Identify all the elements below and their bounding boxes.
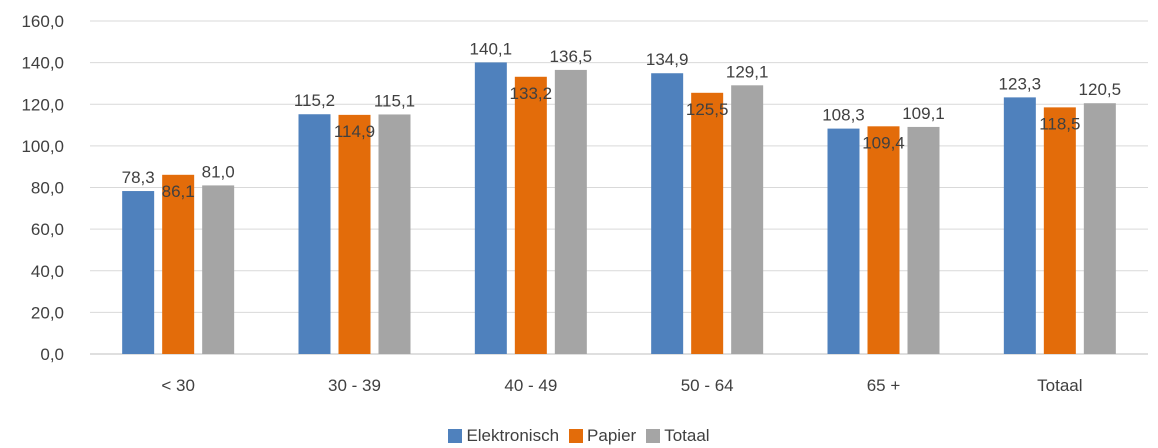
legend-item-totaal: Totaal	[646, 424, 710, 448]
data-label: 115,1	[374, 91, 415, 110]
data-label: 81,0	[202, 162, 235, 181]
data-label: 86,1	[162, 182, 195, 201]
data-label: 114,9	[334, 122, 375, 141]
x-axis: < 30 30 - 39 40 - 49 50 - 64 65 + Totaal	[161, 376, 1082, 395]
data-label: 115,2	[294, 91, 335, 110]
bar-totaal	[554, 69, 587, 355]
data-label: 123,3	[999, 74, 1042, 93]
legend: Elektronisch Papier Totaal	[0, 424, 1158, 448]
x-tick-label: < 30	[161, 376, 195, 395]
legend-swatch	[646, 429, 661, 443]
legend-swatch	[569, 429, 584, 443]
y-tick-label: 100,0	[21, 137, 64, 156]
data-label: 133,2	[510, 84, 553, 103]
data-label: 78,3	[122, 168, 155, 187]
bar-elektronisch	[651, 73, 684, 354]
bar-papier	[1043, 107, 1076, 354]
bar-papier	[338, 114, 371, 354]
y-tick-label: 140,0	[21, 54, 64, 73]
y-tick-label: 160,0	[21, 12, 64, 31]
bar-elektronisch	[474, 62, 507, 355]
data-label: 136,5	[550, 47, 593, 66]
data-label: 129,1	[726, 62, 769, 81]
bar-elektronisch	[827, 128, 860, 354]
legend-swatch	[448, 429, 463, 443]
y-tick-label: 0,0	[40, 345, 64, 364]
bar-papier	[691, 92, 724, 354]
y-tick-label: 40,0	[31, 262, 64, 281]
data-label: 109,4	[862, 133, 905, 152]
bar-elektronisch	[122, 191, 155, 354]
y-tick-label: 60,0	[31, 220, 64, 239]
y-tick-label: 20,0	[31, 303, 64, 322]
x-tick-label: 50 - 64	[681, 376, 734, 395]
x-tick-label: 30 - 39	[328, 376, 381, 395]
bar-elektronisch	[298, 114, 331, 355]
data-label: 120,5	[1079, 80, 1122, 99]
legend-item-papier: Papier	[569, 424, 636, 448]
legend-label: Papier	[587, 426, 637, 445]
y-tick-label: 120,0	[21, 95, 64, 114]
bar-chart: 0,020,040,060,080,0100,0120,0140,0160,0 …	[21, 12, 1148, 395]
bar-papier	[162, 174, 195, 354]
data-label: 134,9	[646, 50, 689, 69]
gridlines	[90, 20, 1148, 355]
data-label: 140,1	[470, 39, 513, 58]
data-label: 118,5	[1039, 114, 1080, 133]
data-label: 109,1	[902, 104, 945, 123]
bar-totaal	[378, 114, 411, 355]
bar-totaal	[1083, 103, 1116, 354]
bar-totaal	[731, 85, 764, 355]
bar-totaal	[907, 126, 940, 354]
x-tick-label: 40 - 49	[504, 376, 557, 395]
legend-item-elektronisch: Elektronisch	[448, 424, 559, 448]
bar-totaal	[202, 185, 235, 354]
data-label: 108,3	[822, 106, 865, 125]
x-tick-label: Totaal	[1037, 376, 1082, 395]
legend-label: Totaal	[664, 426, 710, 445]
y-axis: 0,0 20,0 40,0 60,0 80,0 100,0 120,0 140,0 160,0	[21, 12, 64, 364]
data-label: 125,5	[686, 100, 729, 119]
bars	[122, 62, 1116, 355]
bar-papier	[514, 76, 547, 354]
y-tick-label: 80,0	[31, 179, 64, 198]
data-labels: 78,3 86,1 81,0 115,2 114,9 115,1 140,1 133,2 136…	[122, 39, 1121, 200]
bar-papier	[867, 126, 900, 354]
legend-label: Elektronisch	[466, 426, 560, 445]
bar-elektronisch	[1003, 97, 1036, 355]
x-tick-label: 65 +	[867, 376, 901, 395]
